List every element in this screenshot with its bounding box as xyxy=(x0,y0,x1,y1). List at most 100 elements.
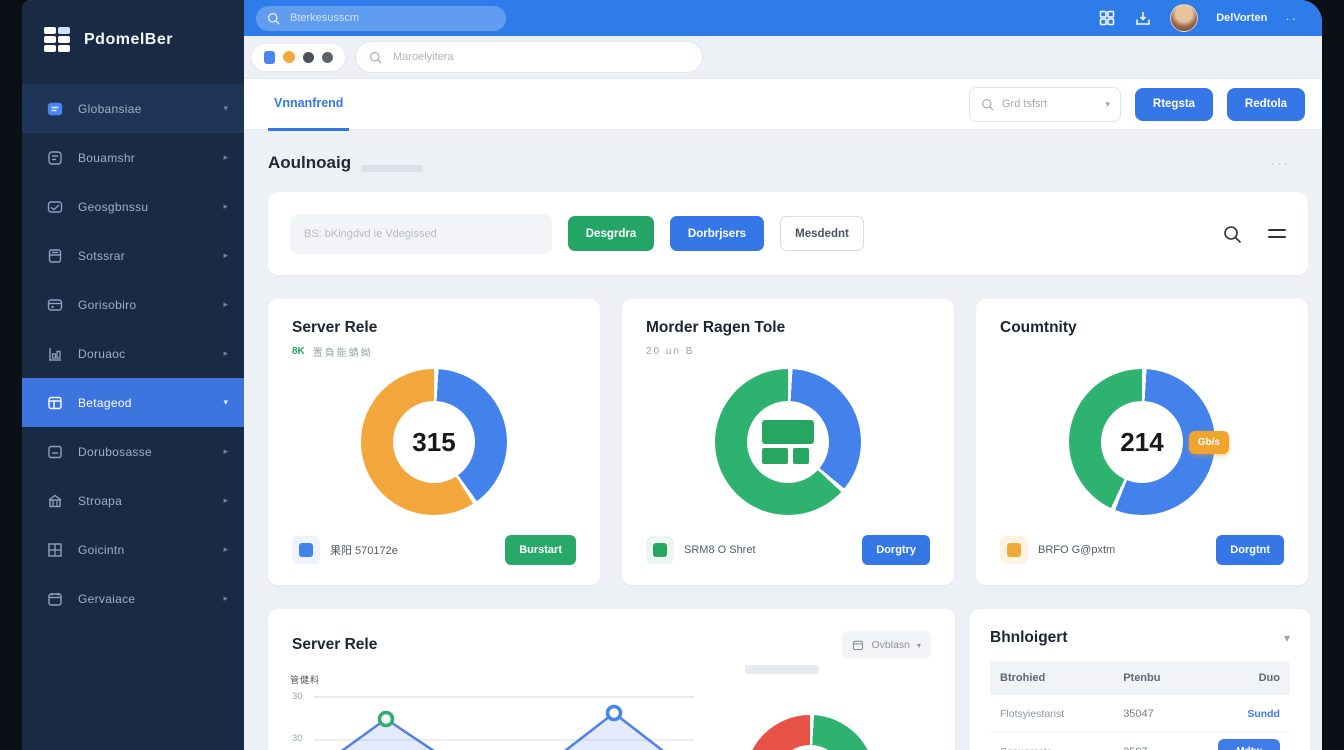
content-area: Aoulnoaig ··· Desgrdra Dorbrjsers Mesded… xyxy=(244,130,1322,750)
primary-action-button-2[interactable]: Redtola xyxy=(1227,87,1305,121)
secondary-search-input[interactable] xyxy=(391,50,690,64)
title-subtext-skeleton xyxy=(361,164,424,172)
sidebar-item-8[interactable]: Stroapa ▸ xyxy=(22,476,244,525)
chevron-down-icon: ▾ xyxy=(223,103,228,113)
card-morder-ragen-tole: Morder Ragen Tole 20 un B SRM8 O Shret D… xyxy=(622,299,954,585)
sidebar-item-0[interactable]: Globansiae ▾ xyxy=(22,84,244,133)
column-header: Ptenbu xyxy=(1123,672,1161,684)
dashboard-icon xyxy=(46,101,64,117)
logo-grid-icon xyxy=(44,27,72,53)
menu-icon[interactable] xyxy=(1268,229,1286,238)
sidebar-item-7[interactable]: Dorubosasse ▸ xyxy=(22,427,244,476)
chevron-down-icon[interactable]: ▾ xyxy=(1283,631,1290,645)
sidebar-item-label: Globansiae xyxy=(78,101,142,116)
primary-action-button-1[interactable]: Rtegsta xyxy=(1135,87,1213,121)
chevron-right-icon: ▸ xyxy=(223,152,228,162)
bottom-cards-row: Server Rele Ovblasn ▾ 管健料 30 30 xyxy=(268,609,1310,750)
search-select-dropdown[interactable]: Grd tsfsrt ▾ xyxy=(969,86,1121,122)
table-header-row: Btrohied Ptenbu Duo xyxy=(990,661,1290,695)
user-name[interactable]: DelVorten xyxy=(1216,12,1268,24)
quick-icons-pill xyxy=(252,43,345,71)
table-row[interactable]: Flotsyiestarist 35047 Sundd xyxy=(990,695,1290,733)
billing-icon xyxy=(46,297,64,313)
y-tick-2: 30 xyxy=(292,733,303,744)
top-header: DelVorten ·· xyxy=(244,0,1322,36)
mini-donut-label-skeleton xyxy=(745,665,819,674)
sidebar-item-1[interactable]: Bouamshr ▸ xyxy=(22,133,244,182)
card-action-button[interactable]: Dorgtry xyxy=(862,535,930,565)
card-sub-gray: 置負能蜻蚴 xyxy=(312,347,373,359)
analytics-icon xyxy=(46,346,64,362)
page-title: Aoulnoaig xyxy=(268,153,352,172)
documents-icon xyxy=(46,150,64,166)
calendar-icon xyxy=(46,591,64,607)
row-name: Flotsyiestarist xyxy=(1000,707,1065,720)
search-icon[interactable] xyxy=(1222,224,1242,244)
search-icon xyxy=(369,51,382,63)
filter-input[interactable] xyxy=(290,213,552,254)
tab-active[interactable]: Vnnanfrend xyxy=(268,78,350,131)
logo[interactable]: PdomelBer xyxy=(22,0,244,64)
card-bhnloigert: Bhnloigert ▾ Btrohied Ptenbu Duo Flotsyi… xyxy=(970,609,1310,750)
filter-toolbar: Desgrdra Dorbrjsers Mesdednt xyxy=(268,192,1308,275)
sidebar-item-4[interactable]: Gorisobiro ▸ xyxy=(22,280,244,329)
row-name: Sqsuamcte xyxy=(1000,746,1123,750)
row-action-button[interactable]: Mdtw xyxy=(1217,738,1280,750)
sub-header xyxy=(244,36,1322,79)
messages-icon xyxy=(46,199,64,215)
row-action-link[interactable]: Sundd xyxy=(1247,707,1280,720)
chevron-down-icon: ▾ xyxy=(223,397,228,407)
sidebar: PdomelBer Globansiae ▾ Bouamshr ▸ Geosgb… xyxy=(22,0,244,750)
legend-label: BRFO G@pxtm xyxy=(1038,544,1116,556)
select-placeholder: Grd tsfsrt xyxy=(1002,98,1048,110)
legend-swatch-green xyxy=(646,536,674,564)
stat-cards-row: Server Rele 8K 置負能蜻蚴 315 果阳 570172e Burs… xyxy=(268,299,1308,585)
sidebar-item-6-active[interactable]: Betageod ▾ xyxy=(22,378,244,427)
sidebar-item-10[interactable]: Gervaiace ▸ xyxy=(22,574,244,623)
filter-outline-button[interactable]: Mesdednt xyxy=(780,216,864,251)
mini-donut-chart xyxy=(745,715,875,750)
user-avatar[interactable] xyxy=(1170,4,1199,32)
shield-mini-icon[interactable] xyxy=(264,50,275,64)
donut-chart-2 xyxy=(715,369,861,515)
filter-blue-button[interactable]: Dorbrjsers xyxy=(670,216,764,251)
sidebar-item-9[interactable]: Goicintn ▸ xyxy=(22,525,244,574)
sidebar-item-2[interactable]: Geosgbnssu ▸ xyxy=(22,182,244,231)
sidebar-item-label: Goicintn xyxy=(78,542,125,557)
sidebar-item-label: Sotssrar xyxy=(78,248,126,263)
counter-mini-icon-2[interactable] xyxy=(322,51,333,63)
list-icon xyxy=(46,444,64,460)
table-row[interactable]: Sqsuamcte 3597 Mdtw xyxy=(990,733,1290,750)
save-tray-icon[interactable] xyxy=(1134,9,1152,27)
card-title: Morder Ragen Tole xyxy=(646,319,786,336)
card-action-button[interactable]: Dorgtnt xyxy=(1216,535,1284,565)
title-more-icon[interactable]: ··· xyxy=(1271,155,1290,171)
filter-green-button[interactable]: Desgrdra xyxy=(568,216,654,251)
search-icon xyxy=(267,12,280,24)
card-title: Server Rele xyxy=(292,319,378,336)
donut-chart-1: 315 xyxy=(361,369,507,515)
sidebar-item-3[interactable]: Sotssrar ▸ xyxy=(22,231,244,280)
header-more-icon[interactable]: ·· xyxy=(1285,10,1298,26)
sidebar-item-label: Gervaiace xyxy=(78,591,136,606)
date-range-dropdown[interactable]: Ovblasn ▾ xyxy=(842,631,931,659)
header-search[interactable] xyxy=(256,5,506,31)
header-search-input[interactable] xyxy=(288,11,496,25)
counter-mini-icon-1[interactable] xyxy=(303,51,314,63)
app-window: PdomelBer Globansiae ▾ Bouamshr ▸ Geosgb… xyxy=(22,0,1322,750)
card-sub-gray: 20 un B xyxy=(646,345,695,357)
secondary-search[interactable] xyxy=(355,41,703,73)
y-tick-1: 30 xyxy=(292,691,303,702)
legend-label: SRM8 O Shret xyxy=(684,544,756,556)
donut-center-value: 315 xyxy=(412,426,456,457)
chevron-down-icon: ▾ xyxy=(1105,98,1110,109)
row-value: 35047 xyxy=(1123,707,1154,720)
sidebar-nav: Globansiae ▾ Bouamshr ▸ Geosgbnssu ▸ Sot… xyxy=(22,84,244,623)
card-action-button[interactable]: Burstart xyxy=(505,535,576,565)
apps-grid-icon[interactable] xyxy=(1098,9,1116,27)
chevron-down-icon: ▾ xyxy=(916,640,921,650)
alert-mini-icon[interactable] xyxy=(283,51,295,63)
sidebar-item-5[interactable]: Doruaoc ▸ xyxy=(22,329,244,378)
sidebar-item-label: Geosgbnssu xyxy=(78,199,149,214)
